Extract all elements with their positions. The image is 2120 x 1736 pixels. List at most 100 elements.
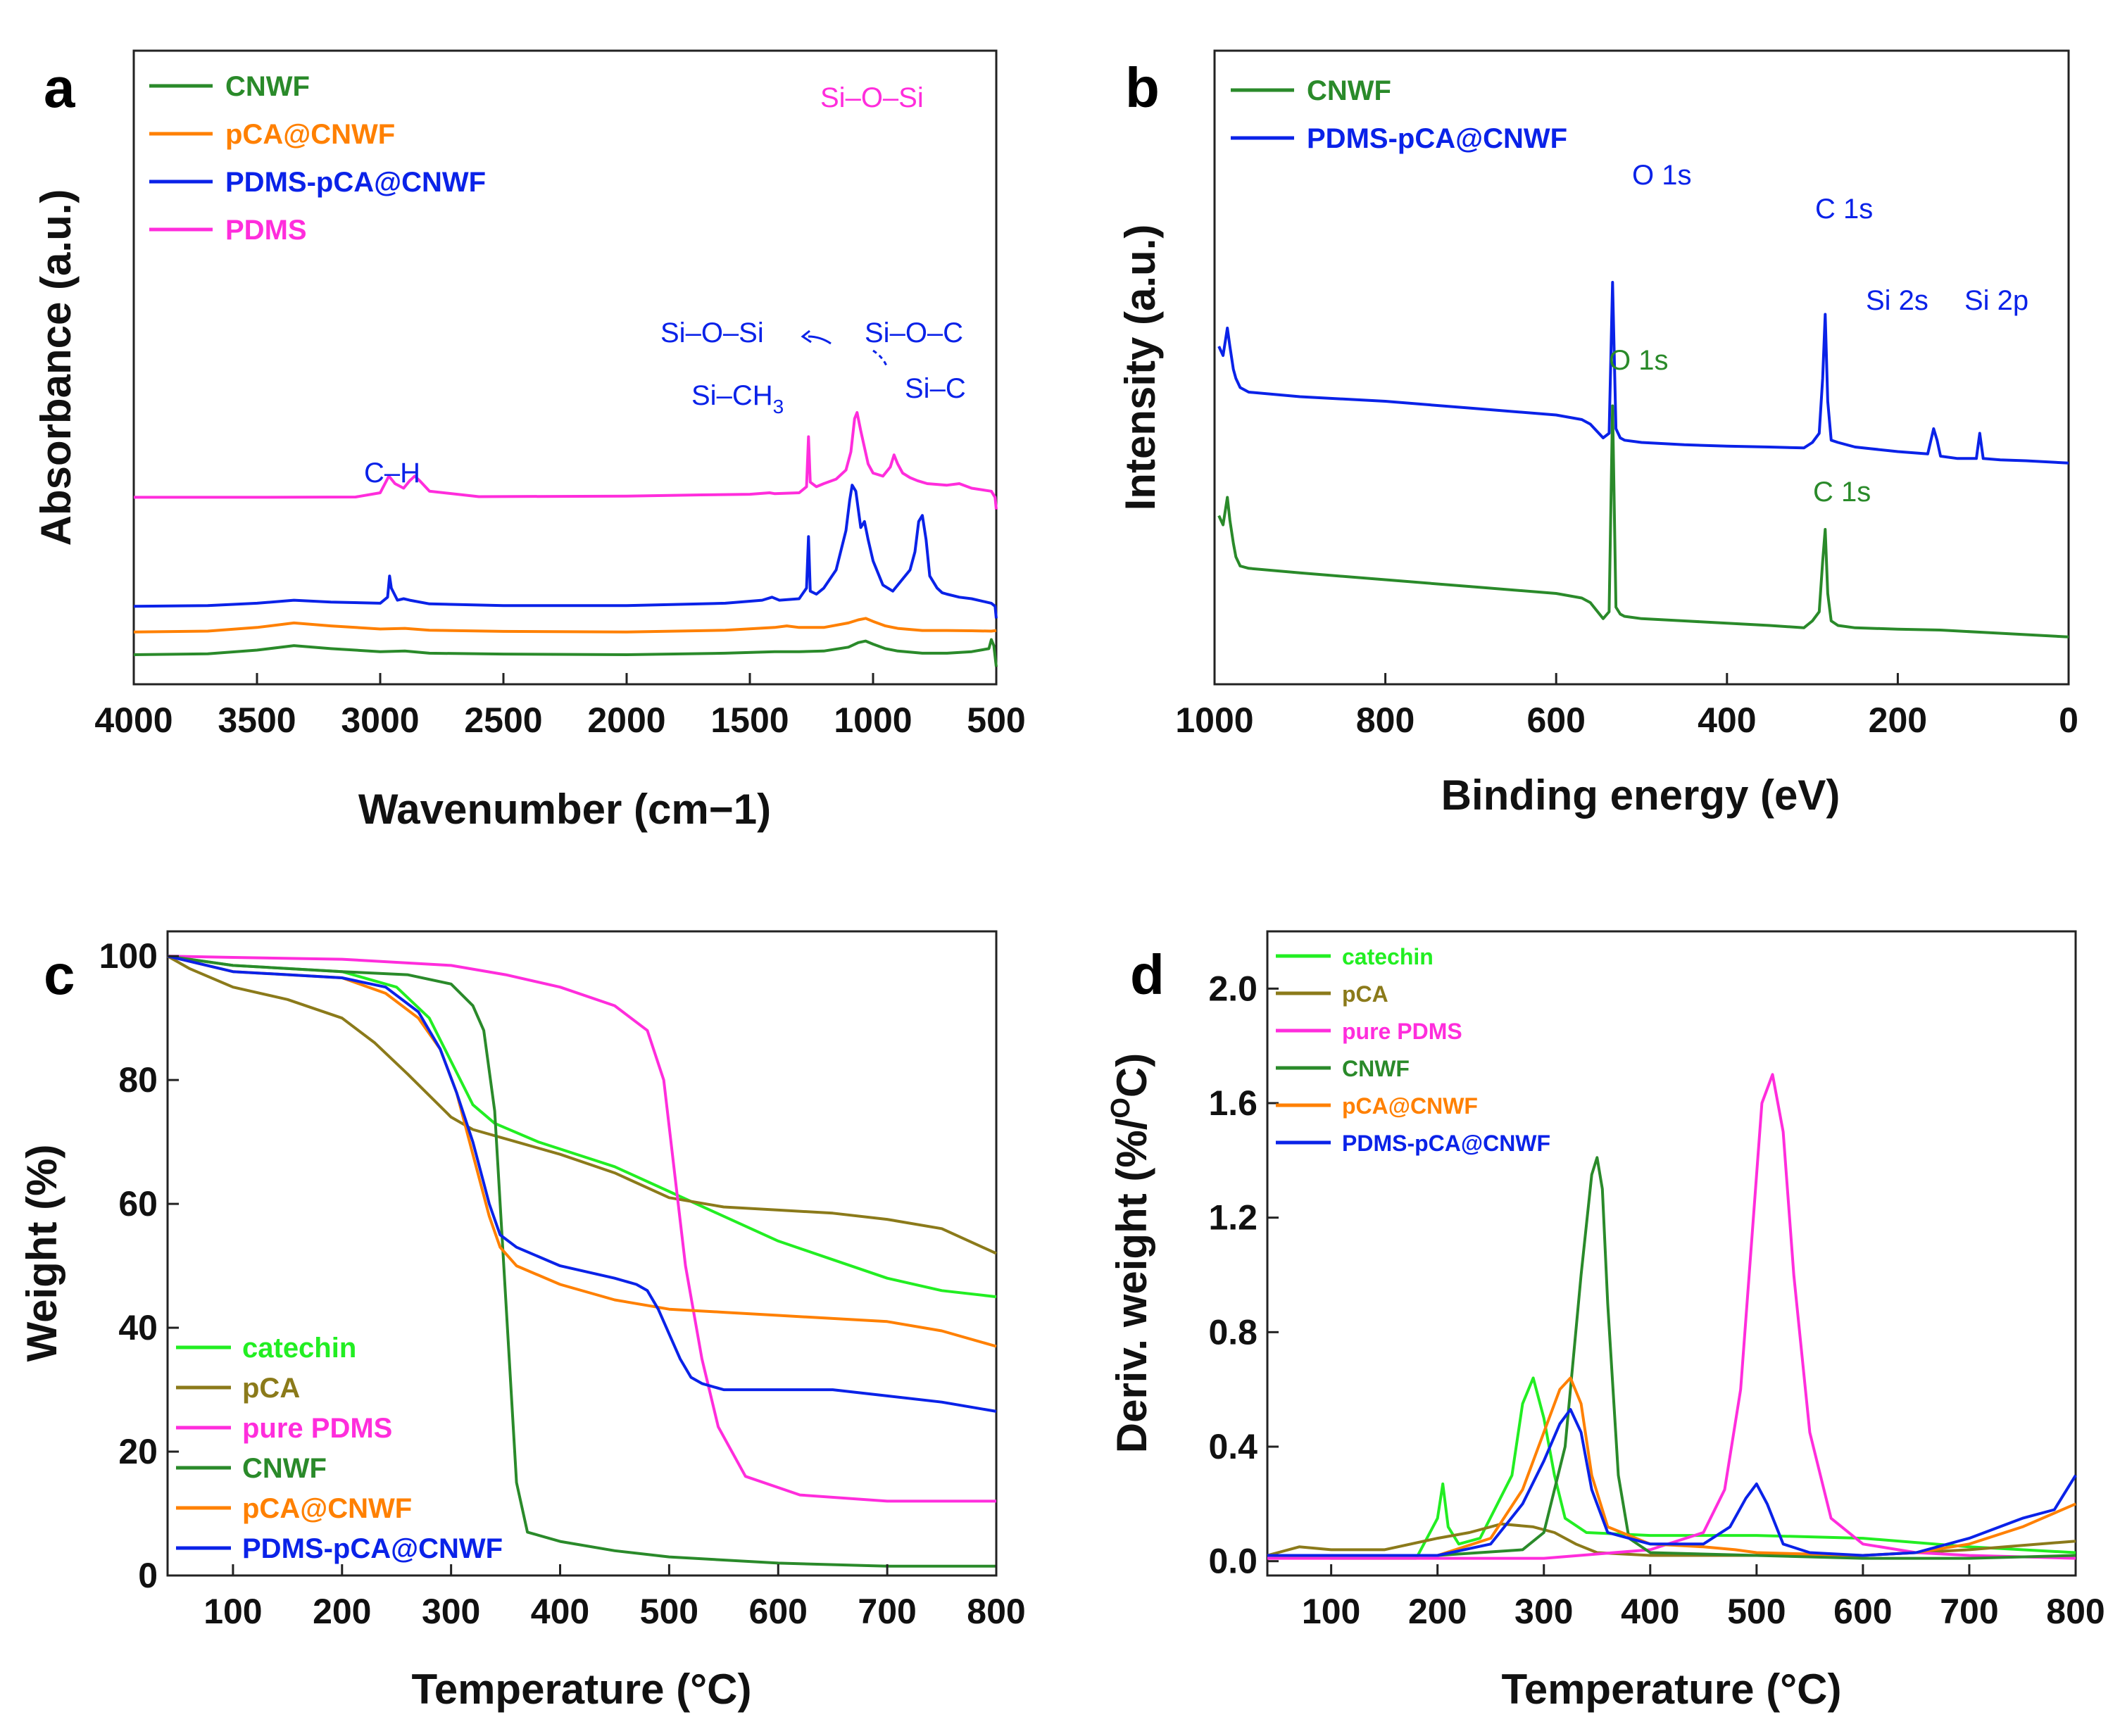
panel-c-x-tick-label: 800 <box>967 1592 1025 1631</box>
annotation-si-o-si: Si–O–Si <box>660 317 764 348</box>
panel-d-y-tick-label: 1.6 <box>1208 1083 1257 1123</box>
panel-c-x-tick-label: 400 <box>531 1592 589 1631</box>
annotation-b-si2s: Si 2s <box>1866 285 1928 316</box>
legend-d-pca-cnwf: pCA@CNWF <box>1342 1093 1478 1119</box>
panel-c-label: c <box>44 943 75 1006</box>
panel-a-series <box>133 411 998 667</box>
panel-a-x-tick-label: 2000 <box>587 700 665 740</box>
panel-d-x-tick-label: 800 <box>2046 1592 2105 1631</box>
legend-c-cnwf: CNWF <box>242 1453 327 1484</box>
series-a-pdms-pca-cnwf <box>133 484 998 619</box>
panel-a-x-tick-label: 3000 <box>341 700 419 740</box>
series-d-cnwf <box>1267 1156 2076 1560</box>
panel-d-frame <box>1266 930 2077 1577</box>
annotation-b-c1s-top: C 1s <box>1815 194 1873 225</box>
series-d-pca-cnwf <box>1267 1376 2076 1557</box>
series-c-pdms-pca-cnwf <box>167 955 997 1413</box>
panel-b-x-axis-title: Binding energy (eV) <box>1441 772 1840 819</box>
panel-d-y-ticks: 0.0 0.4 0.8 1.2 1.6 2.0 <box>1208 969 1279 1581</box>
panel-d-legend: catechin pCA pure PDMS CNWF pCA@CNWF PDM… <box>1276 944 1550 1156</box>
annotation-si-c: Si–C <box>905 373 966 404</box>
panel-b-label: b <box>1125 56 1160 119</box>
panel-c-legend: catechin pCA pure PDMS CNWF pCA@CNWF PDM… <box>176 1333 503 1564</box>
panel-c-x-tick-label: 600 <box>749 1592 808 1631</box>
panel-b-x-tick-label: 600 <box>1526 700 1585 740</box>
panel-a-legend: CNWF pCA@CNWF PDMS-pCA@CNWF PDMS <box>149 71 486 246</box>
panel-b-y-axis-title: Intensity (a.u.) <box>1117 225 1164 511</box>
panel-d-x-tick-label: 600 <box>1833 1592 1892 1631</box>
panel-c-y-axis-title: Weight (%) <box>18 1145 65 1362</box>
panel-a-x-tick-label: 500 <box>967 700 1025 740</box>
panel-d-label: d <box>1130 943 1165 1006</box>
panel-c-y-tick-label: 60 <box>118 1184 158 1224</box>
panel-d-y-tick-label: 0.4 <box>1208 1427 1257 1466</box>
panel-c-y-tick-label: 40 <box>118 1308 158 1347</box>
legend-d-pdms-pca-cnwf: PDMS-pCA@CNWF <box>1342 1131 1550 1156</box>
arrow-si-o-c <box>872 349 889 368</box>
legend-d-pure-pdms: pure PDMS <box>1342 1019 1462 1044</box>
series-d-pure-pdms <box>1267 1073 2076 1560</box>
panel-c-x-tick-label: 200 <box>313 1592 371 1631</box>
panel-d-x-tick-label: 400 <box>1621 1592 1679 1631</box>
panel-a-x-tick-label: 4000 <box>94 700 173 740</box>
panel-a-annotations: Si–O–Si Si–O–Si Si–O–C Si–CH3 Si–C C–H <box>364 82 966 489</box>
annotation-pdms-si-o-si: Si–O–Si <box>820 82 924 113</box>
panel-a-x-tick-label: 1500 <box>710 700 789 740</box>
panel-b: b 1000 800 600 400 200 0 Binding energy (eV) … <box>1117 49 2078 819</box>
annotation-si-ch3: Si–CH3 <box>691 380 784 417</box>
annotation-c-h: C–H <box>364 458 420 489</box>
panel-a-x-tick-label: 1000 <box>834 700 912 740</box>
legend-d-catechin: catechin <box>1342 944 1434 969</box>
legend-b-pdms-pca-cnwf: PDMS-pCA@CNWF <box>1307 123 1567 154</box>
panel-a-x-tick-label: 3500 <box>218 700 296 740</box>
panel-b-series <box>1217 281 2069 639</box>
legend-d-cnwf: CNWF <box>1342 1056 1410 1081</box>
panel-c-y-tick-label: 20 <box>118 1432 158 1471</box>
panel-a: a 4000 3500 3000 2500 2000 1500 1000 500 Wavenu… <box>32 49 1026 833</box>
legend-c-pure-pdms: pure PDMS <box>242 1413 392 1444</box>
legend-d-pca: pCA <box>1342 981 1388 1007</box>
series-b-cnwf <box>1217 404 2069 639</box>
panel-d: d 100 200 300 400 500 600 700 800 0.0 0.4 0.8 1.2 1… <box>1106 930 2105 1713</box>
legend-a-pdms: PDMS <box>225 215 307 246</box>
panel-c-x-tick-label: 500 <box>640 1592 698 1631</box>
series-d-pdms-pca-cnwf <box>1267 1408 2077 1557</box>
panel-c: c 100 200 300 400 500 600 700 800 0 20 40 60 80 100 … <box>18 930 1026 1713</box>
legend-c-pca: pCA <box>242 1373 300 1404</box>
series-b-pdms-pca-cnwf <box>1217 281 2069 465</box>
series-d-catechin <box>1267 1376 2076 1560</box>
panel-c-x-tick-label: 300 <box>422 1592 480 1631</box>
panel-b-legend: CNWF PDMS-pCA@CNWF <box>1231 75 1567 154</box>
legend-c-pdms-pca-cnwf: PDMS-pCA@CNWF <box>242 1533 503 1564</box>
panel-c-x-tick-label: 700 <box>858 1592 916 1631</box>
panel-d-y-tick-label: 0.8 <box>1208 1312 1257 1352</box>
panel-d-x-tick-label: 300 <box>1514 1592 1573 1631</box>
panel-b-x-tick-label: 200 <box>1869 700 1927 740</box>
legend-a-pdms-pca-cnwf: PDMS-pCA@CNWF <box>225 167 486 198</box>
series-a-pdms <box>134 411 998 510</box>
panel-c-x-tick-label: 100 <box>203 1592 262 1631</box>
series-a-pca-cnwf <box>133 617 997 634</box>
panel-a-y-axis-title: Absorbance (a.u.) <box>32 189 80 546</box>
panel-d-series <box>1267 1073 2077 1560</box>
panel-a-frame <box>132 49 998 686</box>
legend-a-cnwf: CNWF <box>225 71 310 102</box>
panel-d-x-axis-title: Temperature (°C) <box>1502 1666 1842 1713</box>
panel-d-y-tick-label: 2.0 <box>1208 969 1257 1008</box>
panel-d-y-tick-label: 1.2 <box>1208 1198 1257 1238</box>
panel-c-y-tick-label: 0 <box>138 1556 158 1595</box>
panel-a-x-tick-label: 2500 <box>464 700 542 740</box>
panel-a-label: a <box>44 56 75 119</box>
panel-c-x-ticks: 100 200 300 400 500 600 700 800 <box>203 1564 1026 1631</box>
panel-b-x-tick-label: 400 <box>1698 700 1756 740</box>
panel-d-x-tick-label: 700 <box>1940 1592 1998 1631</box>
panel-c-y-tick-label: 80 <box>118 1060 158 1100</box>
panel-d-x-ticks: 100 200 300 400 500 600 700 800 <box>1302 1564 2105 1631</box>
panel-b-x-tick-label: 0 <box>2059 700 2078 740</box>
panel-b-x-tick-label: 800 <box>1356 700 1415 740</box>
arrow-si-o-si-head <box>801 329 812 344</box>
panel-d-x-tick-label: 200 <box>1408 1592 1467 1631</box>
legend-a-pca-cnwf: pCA@CNWF <box>225 119 395 150</box>
